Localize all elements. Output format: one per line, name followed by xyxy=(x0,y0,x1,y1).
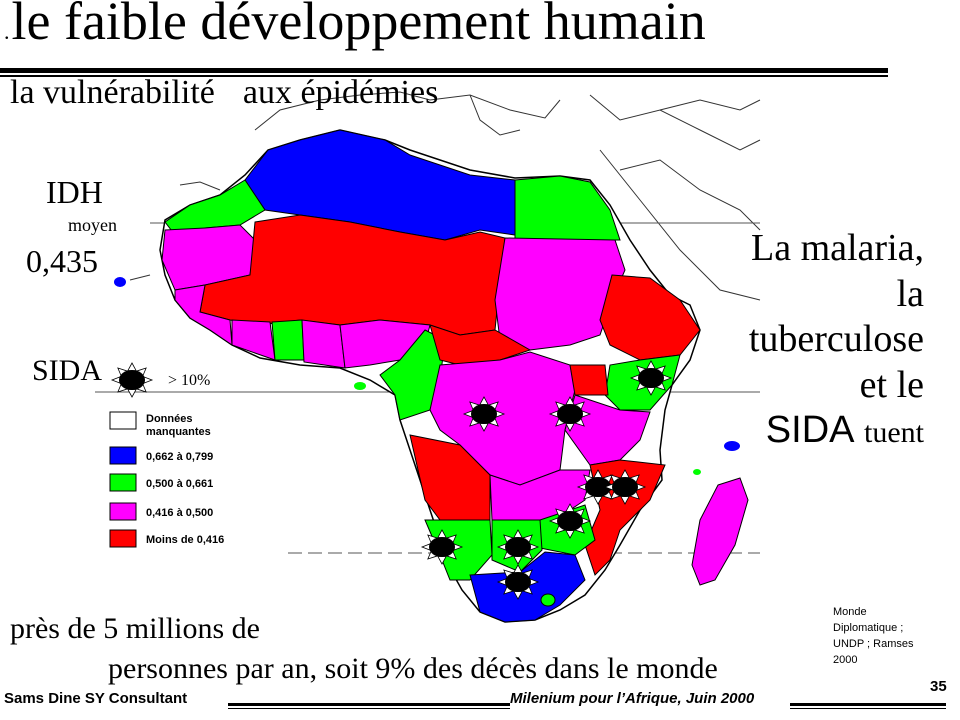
legend-label-magenta: 0,416 à 0,500 xyxy=(146,507,213,519)
car-red xyxy=(429,324,532,366)
footer-rule-right xyxy=(790,703,946,706)
aids-markers xyxy=(420,360,673,600)
legend-swatch-red xyxy=(109,529,137,548)
subtitle: la vulnérabilité aux épidémies xyxy=(10,74,438,112)
aids-marker-icon xyxy=(548,396,592,432)
legend-swatch-green xyxy=(109,473,137,492)
idh-value: 0,435 xyxy=(26,243,98,279)
footer-rule-right-thin xyxy=(790,708,946,709)
legend-swatch-magenta xyxy=(109,502,137,521)
subtitle-part2: aux épidémies xyxy=(242,74,439,111)
legend-swatch-blue xyxy=(109,446,137,465)
aids-marker-icon xyxy=(420,529,464,565)
legend-swatch-missing xyxy=(109,411,137,430)
title-bullet: . xyxy=(4,19,10,44)
malaria-line-5: SIDA tuent xyxy=(749,408,924,454)
legend: Données manquantes 0,662 à 0,799 0,500 à… xyxy=(109,411,224,548)
idh-label: IDH xyxy=(46,174,103,210)
malaria-line-2: la xyxy=(896,272,924,315)
malaria-line-1: La malaria, xyxy=(750,227,924,269)
sida-label: SIDA xyxy=(32,354,103,387)
malaria-tuent-word: tuent xyxy=(864,416,924,450)
malaria-statement: La malaria, la tuberculose et le SIDA tu… xyxy=(749,226,924,454)
ethiopia-red xyxy=(599,274,701,361)
malaria-line-3: tuberculose xyxy=(748,318,924,361)
sudan-magenta xyxy=(494,237,626,351)
sida-threshold: > 10% xyxy=(168,372,211,389)
page-number: 35 xyxy=(930,678,947,695)
uganda-red xyxy=(569,364,609,396)
seychelles-blue xyxy=(724,441,740,451)
legend-label-green: 0,500 à 0,661 xyxy=(146,478,213,490)
aids-marker-icon xyxy=(462,396,506,432)
deaths-line-2: personnes par an, soit 9% des décès dans… xyxy=(108,652,718,685)
title-rule-thick xyxy=(0,68,888,73)
deaths-line-1: près de 5 millions de xyxy=(10,612,260,645)
slide-title: .le faible développement humain xyxy=(4,0,706,51)
source-note: Monde Diplomatique ; UNDP ; Ramses 2000 xyxy=(833,606,914,666)
sida-legend-marker-icon xyxy=(110,362,154,398)
aids-marker-icon xyxy=(603,469,647,505)
legend-label-missing-2: manquantes xyxy=(146,426,211,438)
subtitle-part1: la vulnérabilité xyxy=(10,74,215,111)
madagascar-magenta xyxy=(691,477,749,586)
legend-label-red: Moins de 0,416 xyxy=(146,534,224,546)
footer-event: Milenium pour l’Afrique, Juin 2000 xyxy=(510,690,755,707)
footer-rule-left-thin xyxy=(228,708,510,709)
idh-sub-label: moyen xyxy=(68,215,117,235)
legend-label-missing-1: Données xyxy=(146,413,192,425)
egypt-green xyxy=(514,175,621,241)
aids-marker-icon xyxy=(496,529,540,565)
lesotho-green xyxy=(540,593,556,607)
footer-author: Sams Dine SY Consultant xyxy=(4,690,188,707)
aids-marker-icon xyxy=(110,362,154,398)
legend-label-blue: 0,662 à 0,799 xyxy=(146,451,213,463)
sao-tome-green xyxy=(354,382,366,390)
cape-verde-blue xyxy=(114,277,126,287)
togo-benin-magenta xyxy=(301,319,346,369)
malaria-line-4: et le xyxy=(859,363,924,406)
comoros-green xyxy=(693,469,701,475)
ghana-green xyxy=(271,319,305,361)
aids-marker-icon xyxy=(496,564,540,600)
title-text: le faible développement humain xyxy=(11,0,706,51)
aids-marker-icon xyxy=(629,360,673,396)
footer-rule-left xyxy=(228,703,510,706)
aids-marker-icon xyxy=(548,503,592,539)
title-rule-thin xyxy=(0,75,888,77)
malaria-sida-word: SIDA xyxy=(765,409,855,452)
